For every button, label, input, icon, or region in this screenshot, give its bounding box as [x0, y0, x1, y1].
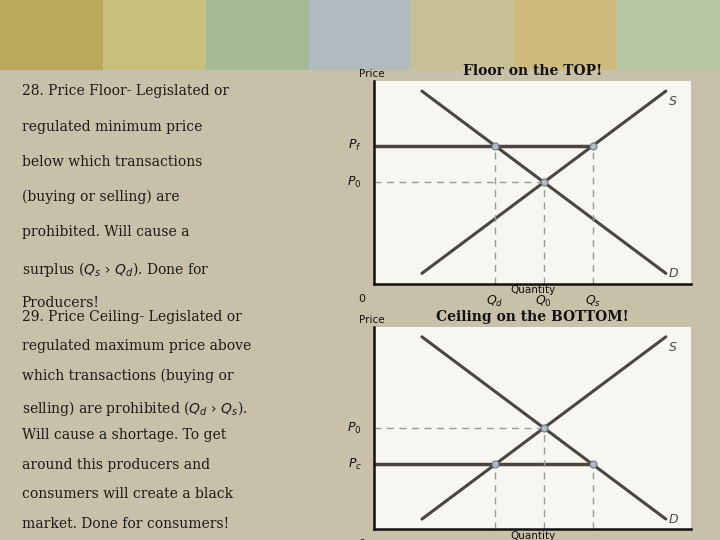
Text: surplus ($Q_s$ › $Q_d$). Done for: surplus ($Q_s$ › $Q_d$). Done for: [22, 260, 210, 280]
Text: S: S: [669, 341, 677, 354]
Text: below which transactions: below which transactions: [22, 155, 202, 169]
Text: $Q_s$: $Q_s$: [487, 539, 503, 540]
Text: $Q_0$: $Q_0$: [536, 294, 552, 309]
Text: Producers!: Producers!: [22, 296, 99, 310]
Text: $P_c$: $P_c$: [348, 457, 361, 472]
Text: 0: 0: [359, 294, 365, 303]
Text: D: D: [669, 267, 679, 280]
Text: consumers will create a black: consumers will create a black: [22, 488, 233, 501]
Text: Price: Price: [359, 315, 384, 325]
Bar: [206, 0, 309, 70]
Title: Floor on the TOP!: Floor on the TOP!: [463, 64, 603, 78]
X-axis label: Quantity: Quantity: [510, 285, 555, 295]
Text: (buying or selling) are: (buying or selling) are: [22, 190, 179, 204]
Text: S: S: [669, 95, 677, 108]
Text: $P_f$: $P_f$: [348, 138, 361, 153]
Text: $P_0$: $P_0$: [347, 175, 361, 190]
Text: selling) are prohibited ($Q_d$ › $Q_s$).: selling) are prohibited ($Q_d$ › $Q_s$).: [22, 399, 247, 417]
Bar: [411, 0, 514, 70]
Bar: [103, 0, 206, 70]
Text: around this producers and: around this producers and: [22, 458, 210, 472]
Text: $Q_s$: $Q_s$: [585, 294, 600, 309]
Text: regulated minimum price: regulated minimum price: [22, 119, 202, 133]
Text: 28. Price Floor- Legislated or: 28. Price Floor- Legislated or: [22, 84, 229, 98]
Text: prohibited. Will cause a: prohibited. Will cause a: [22, 225, 189, 239]
Text: Will cause a shortage. To get: Will cause a shortage. To get: [22, 428, 226, 442]
Bar: [309, 0, 411, 70]
Text: which transactions (buying or: which transactions (buying or: [22, 369, 233, 383]
Text: 0: 0: [359, 539, 365, 540]
Text: $Q_d$: $Q_d$: [584, 539, 601, 540]
Text: $P_0$: $P_0$: [347, 421, 361, 435]
Text: regulated maximum price above: regulated maximum price above: [22, 340, 251, 353]
Bar: [0, 0, 103, 70]
Text: market. Done for consumers!: market. Done for consumers!: [22, 517, 229, 531]
Text: Price: Price: [359, 69, 384, 79]
X-axis label: Quantity: Quantity: [510, 531, 555, 540]
Title: Ceiling on the BOTTOM!: Ceiling on the BOTTOM!: [436, 310, 629, 324]
Text: $Q_d$: $Q_d$: [487, 294, 504, 309]
Text: D: D: [669, 513, 679, 526]
Bar: [514, 0, 617, 70]
Text: $Q_0$: $Q_0$: [536, 539, 552, 540]
Bar: [617, 0, 720, 70]
Text: 29. Price Ceiling- Legislated or: 29. Price Ceiling- Legislated or: [22, 310, 241, 324]
